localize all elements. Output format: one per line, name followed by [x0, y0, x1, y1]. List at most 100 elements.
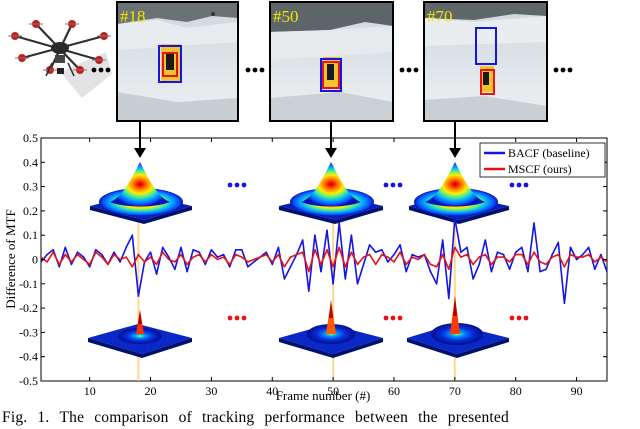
ellipsis-dot: [252, 67, 258, 73]
data-point: [265, 251, 268, 253]
data-point: [314, 249, 316, 251]
data-point: [271, 263, 274, 266]
data-point: [332, 266, 334, 268]
data-point: [308, 270, 310, 273]
ellipsis-dot-blue: [397, 182, 403, 188]
frame-thumbnail-70: #70: [424, 2, 547, 121]
data-point: [594, 261, 596, 263]
x-tick-label: 80: [510, 384, 522, 398]
data-point: [259, 256, 261, 258]
data-point: [107, 263, 109, 266]
data-point: [460, 251, 462, 253]
ellipsis-dot-blue: [227, 182, 233, 188]
data-point: [168, 256, 170, 258]
ellipsis-dot: [105, 67, 111, 73]
data-point: [161, 251, 164, 253]
x-tick-label: 90: [571, 384, 583, 398]
data-point: [466, 246, 468, 249]
data-point: [490, 270, 493, 273]
data-point: [332, 283, 334, 285]
ellipsis-dot-blue: [234, 182, 240, 188]
data-point: [454, 246, 456, 249]
data-point: [454, 217, 456, 219]
data-point: [198, 253, 200, 256]
y-tick-label: -0.5: [19, 374, 38, 388]
data-point: [52, 249, 54, 251]
response-map-wide-50: [279, 162, 383, 224]
data-point: [496, 256, 499, 258]
data-point: [575, 256, 578, 258]
y-tick-label: -0.2: [19, 301, 38, 315]
ellipsis-dot-red: [227, 315, 233, 321]
ellipsis-dot: [98, 67, 104, 73]
data-point: [393, 261, 395, 263]
data-point: [521, 253, 523, 256]
data-point: [149, 251, 152, 253]
data-point: [569, 246, 572, 249]
frame-ellipsis-group: [91, 67, 573, 73]
data-point: [387, 256, 389, 258]
caption-label: Fig. 1.: [2, 409, 50, 426]
y-tick-label: -0.1: [19, 277, 38, 291]
ellipsis-dot: [567, 67, 573, 73]
data-point: [606, 270, 607, 273]
data-point: [557, 241, 560, 244]
data-point: [295, 253, 298, 256]
data-point: [417, 258, 420, 261]
data-point: [247, 266, 249, 268]
y-tick-label: 0.2: [23, 204, 38, 218]
frame-label-18: #18: [120, 7, 146, 26]
x-tick-label: 40: [266, 384, 278, 398]
x-tick-label: 10: [84, 384, 96, 398]
data-point: [204, 263, 207, 266]
data-point: [460, 256, 462, 258]
data-point: [441, 239, 444, 241]
frame-thumbnail-18: #18: [117, 2, 238, 121]
data-point: [484, 253, 487, 256]
data-point: [210, 249, 213, 251]
ellipsis-dot: [413, 67, 419, 73]
data-point: [289, 256, 292, 258]
data-point: [514, 253, 517, 256]
ellipsis-dot-blue: [523, 182, 529, 188]
data-point: [478, 256, 481, 258]
data-point: [101, 253, 103, 256]
data-point: [368, 253, 371, 256]
x-axis-label: Frame number (#): [276, 388, 371, 403]
data-point: [393, 253, 395, 256]
data-point: [527, 263, 529, 266]
data-point: [101, 256, 103, 258]
data-point: [606, 261, 607, 263]
data-point: [222, 253, 225, 256]
data-point: [496, 251, 499, 253]
ellipsis-dot-red: [516, 315, 522, 321]
data-point: [533, 222, 535, 224]
data-point: [441, 253, 444, 256]
data-point: [125, 246, 127, 249]
data-point: [76, 253, 79, 256]
data-point: [399, 251, 401, 253]
data-point: [405, 263, 408, 266]
data-point: [344, 278, 347, 280]
ellipsis-dot: [560, 67, 566, 73]
data-point: [204, 261, 207, 263]
data-point: [533, 251, 535, 253]
data-point: [587, 246, 590, 249]
data-point: [180, 246, 182, 249]
x-tick-label: 60: [388, 384, 400, 398]
data-point: [95, 251, 97, 253]
series-line-ours: [41, 246, 607, 273]
data-point: [320, 270, 322, 273]
data-point: [399, 244, 401, 246]
data-point: [52, 251, 54, 253]
data-point: [600, 256, 602, 258]
data-point: [253, 261, 255, 263]
data-point: [198, 251, 200, 253]
data-point: [41, 261, 42, 263]
plot-ellipsis-group: [227, 182, 529, 321]
data-point: [594, 268, 596, 271]
x-tick-label: 30: [205, 384, 217, 398]
data-point: [381, 249, 383, 251]
data-point: [271, 261, 274, 263]
response-map-sharp-50: [279, 300, 383, 358]
